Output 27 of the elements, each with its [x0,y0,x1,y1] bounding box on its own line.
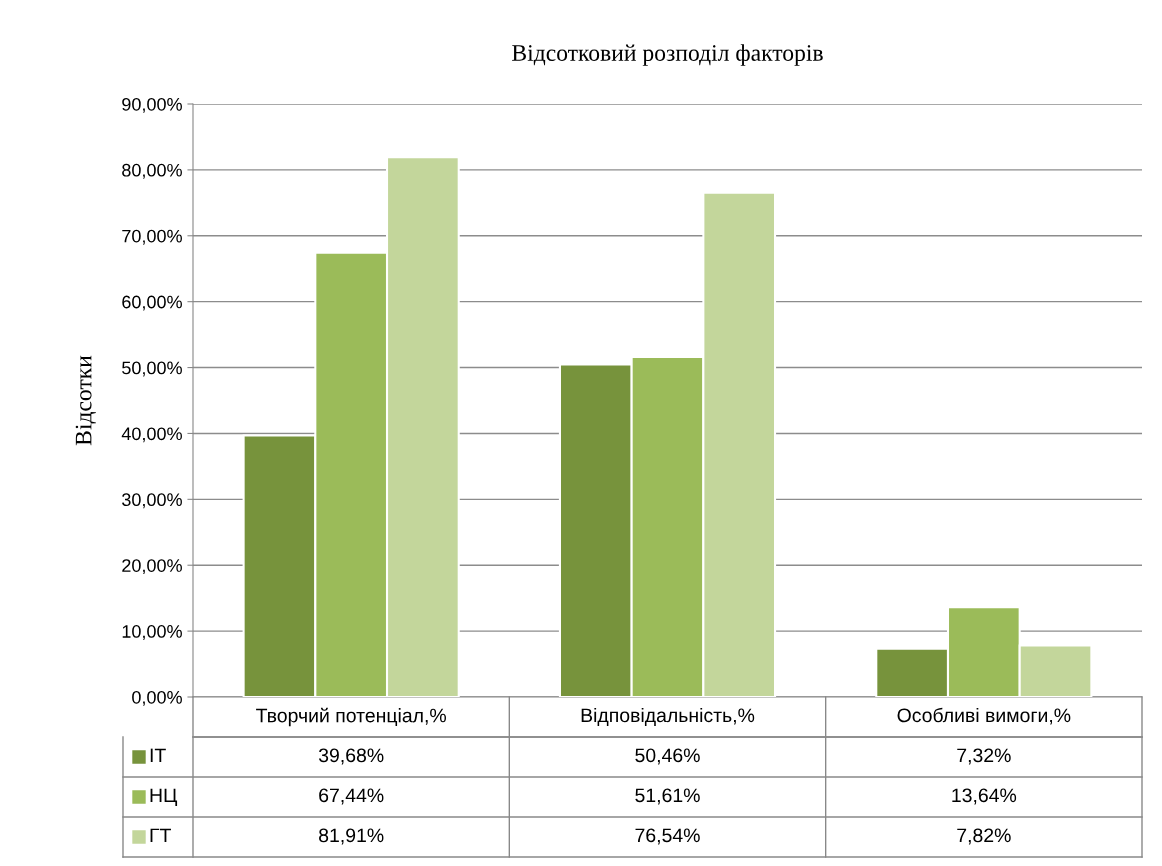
data-label: 81,91% [319,828,384,845]
data-label: 76,54% [635,828,700,845]
y-tick-label: 40,00% [121,427,182,443]
data-label: 7,32% [957,748,1011,765]
y-tick-label: 80,00% [122,163,182,179]
data-label: 13,64% [952,788,1017,805]
legend-label: НЦ [150,788,178,806]
data-label: 51,61% [635,788,700,805]
y-tick-label: 60,00% [122,295,182,311]
data-label: 7,82% [957,828,1011,845]
y-axis-title: Відсотки [75,355,96,446]
y-tick-label: 10,00% [122,625,182,640]
y-tick-label: 70,00% [122,229,182,245]
data-label: 67,44% [319,788,384,805]
y-tick-label: 50,00% [122,361,182,377]
x-tick-label: Особливі вимоги,% [897,707,1071,725]
legend-label: ІТ [150,748,166,763]
y-tick-label: 20,00% [122,559,182,575]
x-tick-label: Відповідальність,% [581,707,755,726]
y-tick-label: 90,00% [122,97,182,113]
y-tick-label: 0,00% [132,690,182,706]
legend-label: ГТ [150,828,171,843]
y-tick-label: 30,00% [122,493,182,509]
data-label: 50,46% [635,748,700,765]
data-label: 39,68% [318,748,384,765]
chart-title: Відсотковий розподіл факторів [512,44,823,66]
x-tick-label: Творчий потенціал,% [256,707,446,727]
